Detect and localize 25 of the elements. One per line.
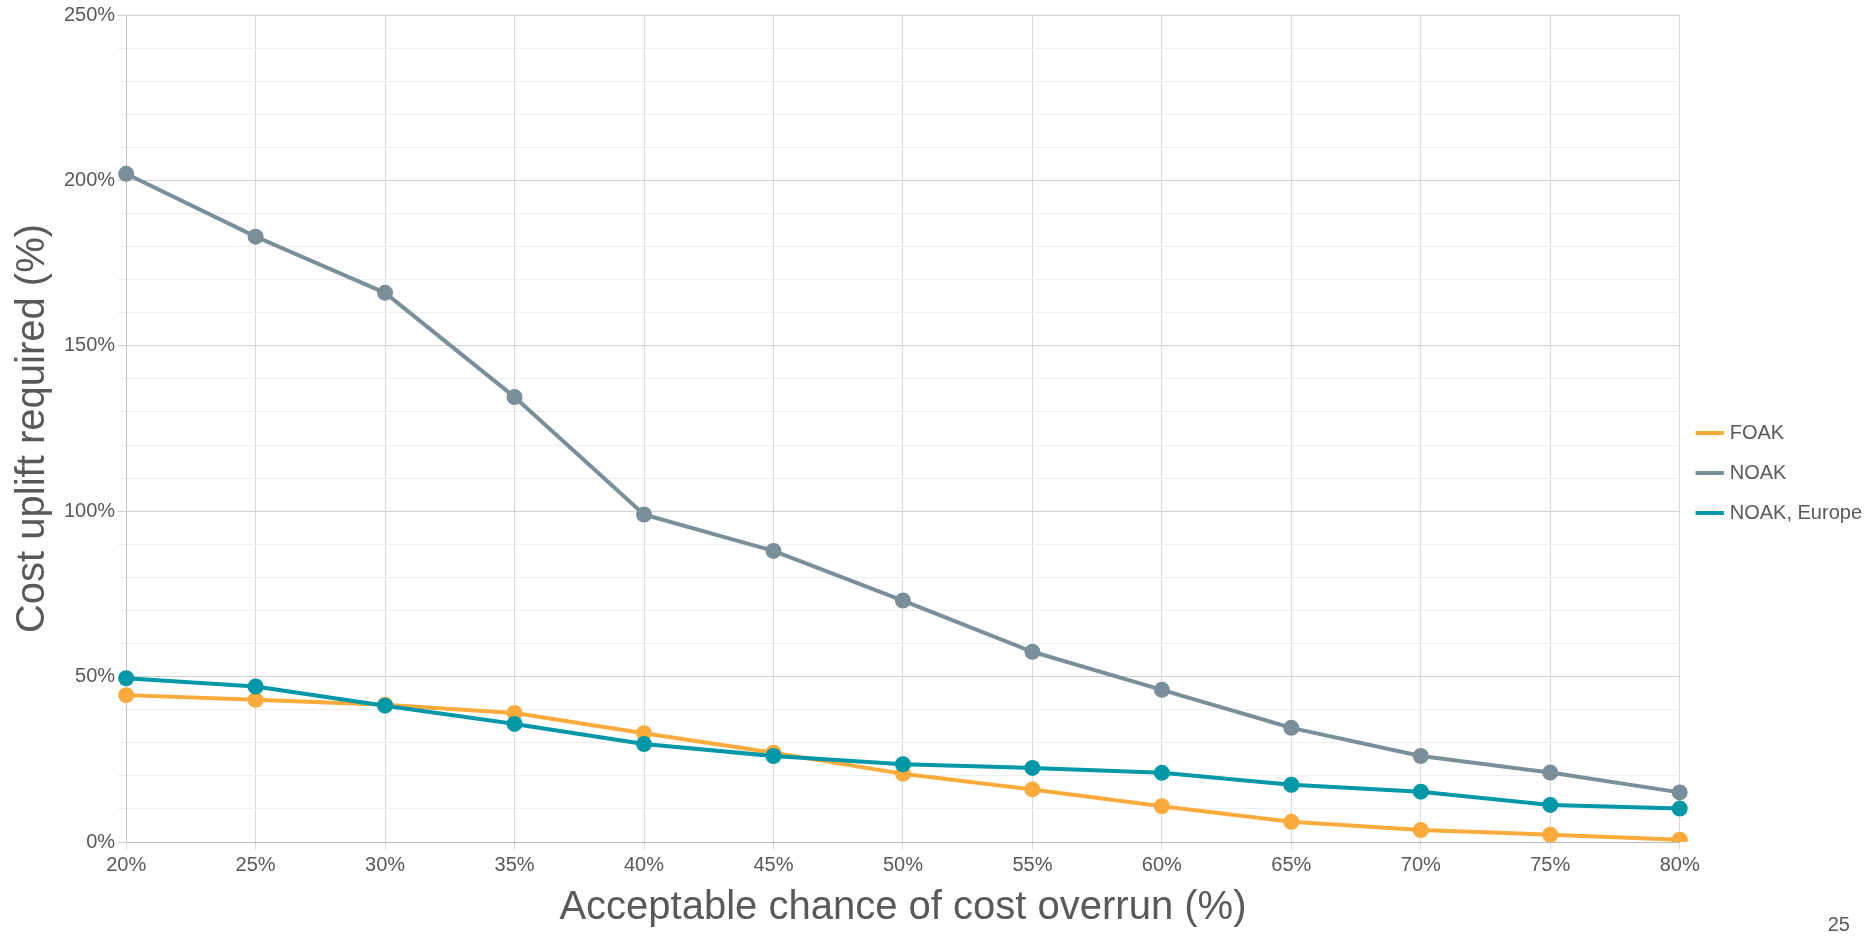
y-tick-label: 0%	[86, 829, 116, 852]
y-axis-title: Cost uplift required (%)	[8, 223, 53, 634]
y-tick-label: 250%	[64, 2, 116, 25]
text: 25	[1827, 913, 1850, 936]
y-tick-label: 100%	[64, 498, 116, 521]
x-tick-label: 45%	[753, 852, 794, 875]
x-tick-label: 55%	[1012, 852, 1053, 875]
y-tick-label: 200%	[64, 167, 116, 190]
x-tick-label: 80%	[1659, 852, 1700, 875]
y-tick-label: 50%	[75, 664, 116, 687]
x-tick-label: 60%	[1141, 852, 1183, 875]
x-tick-label: 20%	[106, 852, 147, 875]
x-tick-label: 70%	[1400, 852, 1442, 875]
x-tick-label: 25%	[235, 852, 276, 875]
legend-label: FOAK	[1729, 420, 1785, 443]
legend-label: NOAK, Europe	[1729, 500, 1863, 523]
legend-label: NOAK	[1729, 460, 1788, 483]
x-tick-label: 65%	[1271, 852, 1312, 875]
x-tick-label: 30%	[365, 852, 406, 875]
x-tick-label: 75%	[1530, 852, 1571, 875]
x-axis-title: Acceptable chance of cost overrun (%)	[559, 883, 1247, 928]
x-tick-label: 40%	[623, 852, 665, 875]
x-tick-label: 50%	[882, 852, 924, 875]
y-tick-label: 150%	[64, 333, 116, 356]
x-tick-label: 35%	[494, 852, 535, 875]
